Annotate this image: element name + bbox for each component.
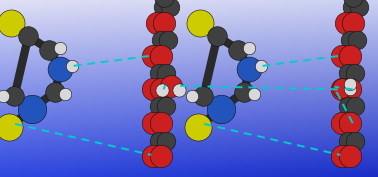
Point xyxy=(258,64,264,67)
Point xyxy=(158,88,164,91)
Point xyxy=(350,22,356,24)
Point xyxy=(352,139,358,142)
Point xyxy=(349,6,355,8)
Point xyxy=(158,38,164,41)
Point xyxy=(195,125,201,128)
Point xyxy=(163,105,169,108)
Point xyxy=(150,54,156,57)
Point xyxy=(347,122,353,124)
Point xyxy=(354,38,360,41)
Point xyxy=(158,54,164,57)
Point xyxy=(158,122,164,124)
Point xyxy=(197,22,203,24)
Point xyxy=(159,88,165,91)
Point xyxy=(339,54,345,57)
Point xyxy=(46,48,52,51)
Point xyxy=(352,71,358,74)
Point xyxy=(52,91,58,93)
Point xyxy=(165,38,171,41)
Point xyxy=(343,22,349,24)
Point xyxy=(347,154,353,157)
Point xyxy=(246,46,252,49)
Point xyxy=(25,35,31,38)
Point xyxy=(339,122,345,124)
Point xyxy=(345,139,351,142)
Point xyxy=(156,139,162,142)
Point xyxy=(62,92,68,95)
Point xyxy=(163,139,169,142)
Point xyxy=(356,6,362,8)
Point xyxy=(0,95,6,98)
Point xyxy=(214,35,220,38)
Point xyxy=(347,88,353,91)
Point xyxy=(347,38,353,41)
Point xyxy=(6,125,12,128)
Point xyxy=(339,154,345,157)
Point xyxy=(156,71,162,74)
Point xyxy=(150,154,156,157)
Point xyxy=(161,22,167,24)
Point xyxy=(150,88,156,91)
Point xyxy=(154,22,160,24)
Point xyxy=(189,95,195,98)
Point xyxy=(246,68,253,70)
Point xyxy=(160,6,166,8)
Point xyxy=(345,71,351,74)
Point xyxy=(347,88,353,91)
Point xyxy=(339,88,345,91)
Point xyxy=(347,54,353,57)
Point xyxy=(345,105,351,108)
Point xyxy=(339,86,345,89)
Point xyxy=(69,64,75,67)
Point xyxy=(8,22,14,24)
Point xyxy=(200,95,206,98)
Point xyxy=(352,105,358,108)
Point xyxy=(218,107,224,110)
Point xyxy=(251,92,257,95)
Point xyxy=(57,46,63,49)
Point xyxy=(29,107,35,110)
Point xyxy=(163,71,169,74)
Point xyxy=(156,105,162,108)
Point xyxy=(235,48,241,51)
Point xyxy=(57,68,64,70)
Point xyxy=(150,122,156,124)
Point xyxy=(11,95,17,98)
Point xyxy=(168,84,174,87)
Point xyxy=(347,83,353,86)
Point xyxy=(176,88,182,91)
Point xyxy=(167,6,173,8)
Point xyxy=(158,154,164,157)
Point xyxy=(241,91,247,93)
